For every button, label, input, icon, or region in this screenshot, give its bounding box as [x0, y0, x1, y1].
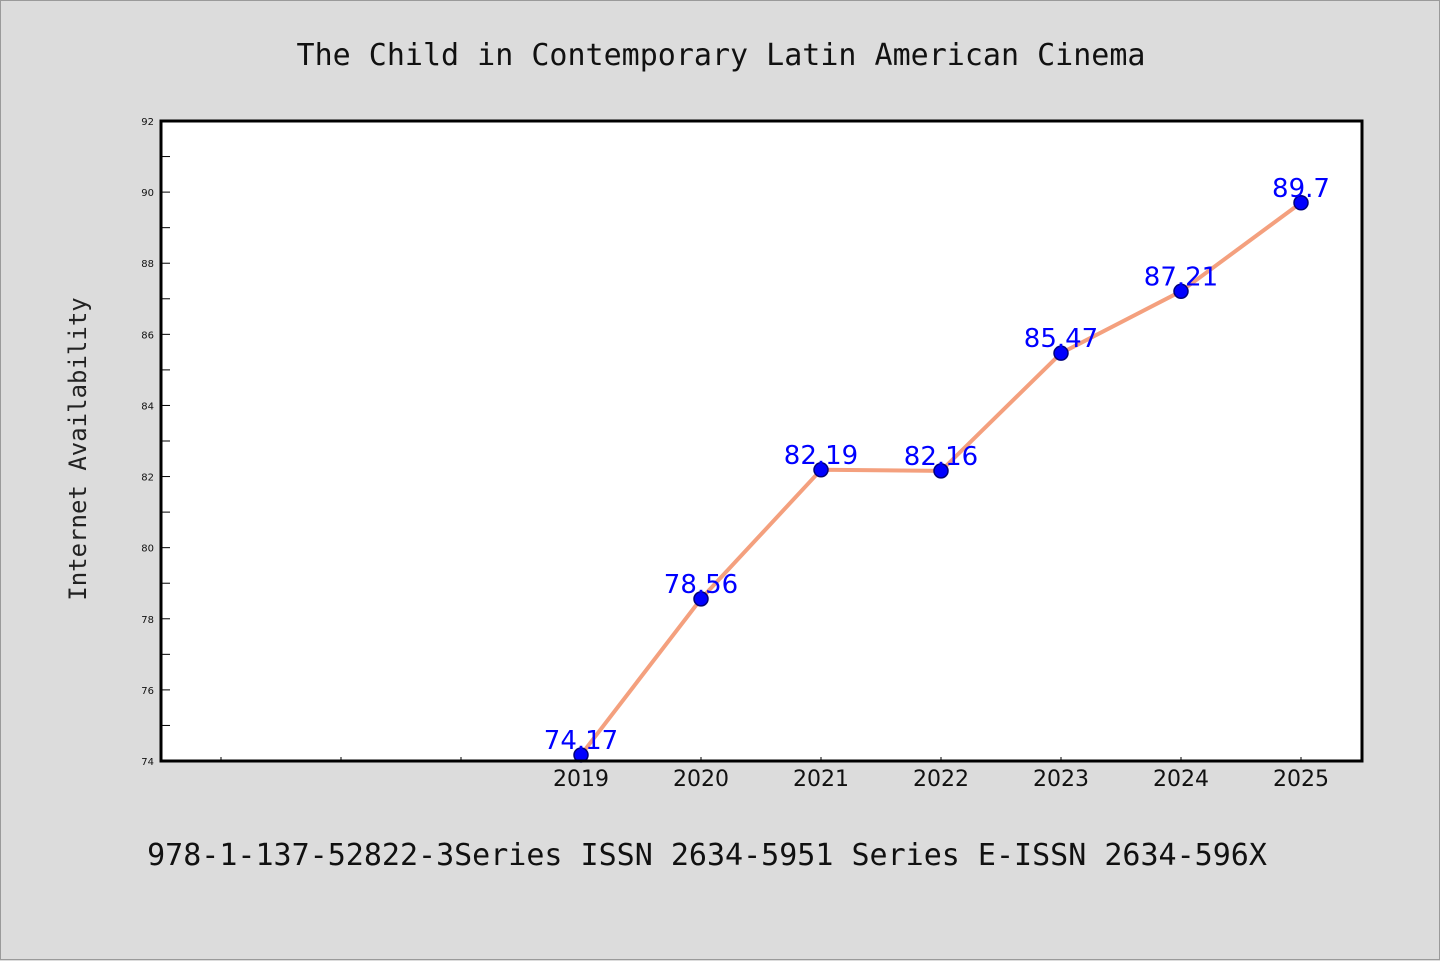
data-label: 85.47	[1024, 324, 1098, 354]
data-label: 78.56	[664, 570, 738, 600]
y-tick-label: 92	[141, 117, 154, 128]
y-tick-label: 82	[141, 473, 154, 484]
y-tick-label: 80	[141, 544, 154, 555]
series-layer: 74.17 78.56 82.19 82.16 85.47 87.21 89.7	[544, 174, 1330, 763]
data-label: 82.19	[784, 441, 858, 471]
x-tick-label: 2023	[1033, 767, 1089, 792]
y-tick-label: 78	[141, 615, 154, 626]
y-tick-label: 88	[141, 259, 154, 270]
data-point-marker	[1173, 283, 1189, 300]
y-tick-label: 90	[141, 188, 154, 199]
x-tick-label: 2022	[913, 767, 969, 792]
x-tick-label: 2020	[673, 767, 729, 792]
data-label: 89.7	[1272, 174, 1330, 204]
chart-title: The Child in Contemporary Latin American…	[297, 38, 1146, 73]
axes: 74 76 78 80 82 84 86 88 90 92 2019 2020 2021 2022 2023…	[141, 117, 1329, 792]
y-tick-label: 86	[141, 330, 154, 341]
data-point-marker	[1053, 345, 1069, 361]
data-label: 87.21	[1144, 262, 1218, 292]
plot-border	[159, 119, 1364, 763]
data-point-marker	[1293, 195, 1309, 211]
data-point-marker	[933, 463, 949, 479]
data-point-marker	[693, 591, 709, 607]
y-tick-label: 74	[141, 757, 154, 768]
data-label: 82.16	[904, 442, 978, 472]
x-tick-label: 2025	[1273, 767, 1329, 792]
y-axis-label: Internet Availability	[64, 297, 92, 600]
data-point-marker	[813, 462, 829, 478]
x-tick-label: 2024	[1153, 767, 1209, 792]
x-tick-label: 2019	[553, 767, 609, 792]
y-tick-label: 76	[141, 686, 154, 697]
y-tick-label: 84	[141, 401, 154, 412]
x-tick-label: 2021	[793, 767, 849, 792]
plot-area	[161, 121, 1362, 761]
footer-isbn-issn: 978-1-137-52822-3Series ISSN 2634-5951 S…	[147, 838, 1267, 873]
data-label: 74.17	[544, 726, 618, 756]
